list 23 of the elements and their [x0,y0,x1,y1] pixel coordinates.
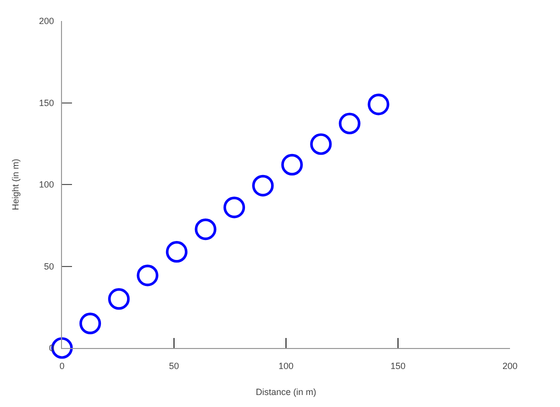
point [166,241,188,263]
y-tick-label: 150 [39,98,54,108]
x-tick-label: 200 [502,360,518,371]
point [281,154,303,176]
x-tick-label: 100 [278,360,294,371]
point [368,94,390,116]
point [194,218,216,240]
x-axis-title: Distance (in m) [256,386,316,397]
point [136,264,158,286]
point [108,288,130,310]
y-tick-label: 200 [39,16,54,26]
point [310,133,332,155]
y-axis-title: Height (in m) [10,158,20,210]
x-tick-label: 0 [59,360,65,371]
point [252,174,274,196]
point [51,337,73,359]
y-tick-label: 100 [39,180,54,190]
point [223,196,246,218]
x-tick-label: 50 [168,360,180,371]
point [338,112,360,134]
y-tick-label: 50 [44,261,54,272]
point [79,312,102,334]
x-tick-label: 150 [390,360,406,371]
